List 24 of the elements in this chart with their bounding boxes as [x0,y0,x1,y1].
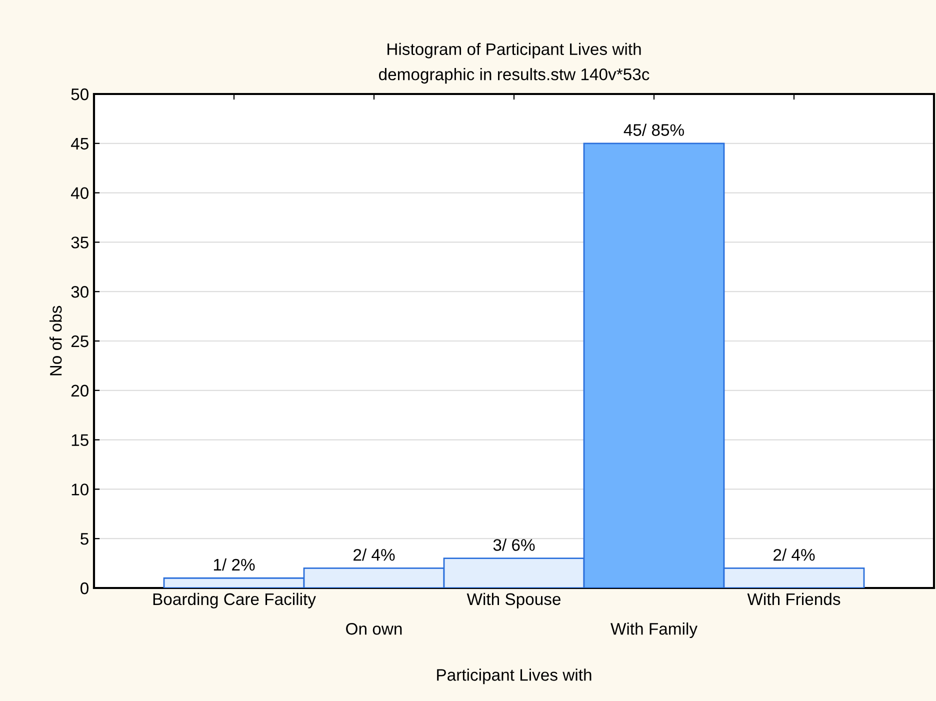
y-tick-label: 15 [72,434,88,446]
x-tick-label: On own [346,622,402,635]
x-axis-title: Participant Lives with [437,668,592,684]
data-label: 45/ 85% [624,124,684,136]
y-tick-label: 10 [72,484,88,496]
y-tick-label: 30 [71,286,88,298]
y-tick-label: 20 [71,384,88,397]
y-axis-title: No of obs [50,306,62,376]
y-tick-label: 35 [71,236,88,248]
data-label: 1/ 2% [214,558,255,571]
x-tick-label: With Friends [747,592,840,606]
y-tick-label: 0 [80,582,88,594]
y-tick-label: 25 [71,335,88,348]
x-tick-label: Boarding Care Facility [153,592,316,608]
y-tick-label: 45 [70,138,88,150]
y-tick-label: 50 [71,88,88,100]
x-tick-label: With Family [610,622,698,638]
data-label: 2/ 4% [354,548,395,561]
y-tick-label: 5 [80,533,88,545]
data-label: 2/ 4% [774,548,815,561]
x-tick-label: With Spouse [466,592,561,608]
y-tick-label: 40 [70,187,88,200]
chart-title: Histogram of Participant Lives with demographic in results.stw 140v*53c [378,42,650,84]
data-label: 3/ 6% [493,538,535,551]
